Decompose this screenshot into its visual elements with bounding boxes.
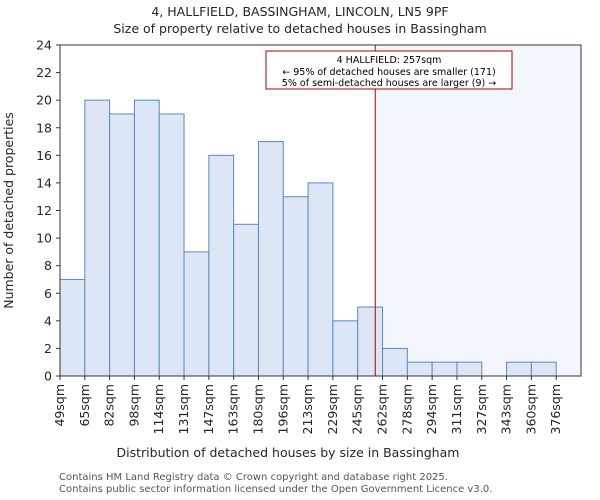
x-tick-label: 82sqm <box>102 384 117 427</box>
x-axis-ticks: 49sqm 65sqm 82sqm 98sqm 114sqm 131sqm 147sqm 16… <box>52 376 563 434</box>
footer-line-2: Contains public sector information licen… <box>59 484 493 495</box>
bar <box>307 182 334 377</box>
bar <box>357 306 384 377</box>
chart-title: 4, HALLFIELD, BASSINGHAM, LINCOLN, LN5 9… <box>151 4 449 19</box>
y-tick-label: 8 <box>44 258 52 273</box>
bar <box>233 223 259 377</box>
y-tick-label: 0 <box>44 369 52 384</box>
y-tick-label: 12 <box>36 203 52 218</box>
y-tick-label: 20 <box>36 93 52 108</box>
x-tick-label: 65sqm <box>77 384 92 427</box>
footer-line-1: Contains HM Land Registry data © Crown c… <box>59 472 448 483</box>
x-tick-label: 180sqm <box>250 384 265 434</box>
bar <box>431 361 458 377</box>
x-tick-label: 360sqm <box>523 384 538 434</box>
bar <box>158 113 185 377</box>
annotation-line-1: 4 HALLFIELD: 257sqm <box>337 55 442 66</box>
x-tick-label: 262sqm <box>375 384 390 434</box>
y-tick-label: 18 <box>36 120 52 135</box>
larger-than-property-region <box>375 45 581 376</box>
y-tick-label: 4 <box>44 313 52 328</box>
y-tick-label: 2 <box>44 341 52 356</box>
x-tick-label: 376sqm <box>548 384 563 434</box>
bar <box>382 347 408 377</box>
x-tick-label: 311sqm <box>449 384 464 434</box>
y-tick-label: 24 <box>36 38 52 53</box>
x-tick-label: 294sqm <box>424 384 439 434</box>
x-tick-label: 245sqm <box>350 384 365 434</box>
x-tick-label: 213sqm <box>300 384 315 434</box>
bar <box>59 278 86 377</box>
annotation-line-3: 5% of semi-detached houses are larger (9… <box>282 78 496 89</box>
bar <box>257 141 284 377</box>
x-tick-label: 327sqm <box>474 384 489 434</box>
bars-group <box>59 99 557 377</box>
x-axis-label: Distribution of detached houses by size … <box>117 445 460 460</box>
y-tick-label: 16 <box>36 148 52 163</box>
x-tick-label: 147sqm <box>201 384 216 434</box>
bar <box>332 320 359 377</box>
y-axis-label: Number of detached properties <box>1 112 16 309</box>
x-tick-label: 278sqm <box>399 384 414 434</box>
bar <box>282 196 309 377</box>
x-tick-label: 114sqm <box>151 384 166 434</box>
y-tick-label: 6 <box>44 286 52 301</box>
chart-subtitle: Size of property relative to detached ho… <box>113 21 487 36</box>
x-tick-label: 196sqm <box>275 384 290 434</box>
bar <box>109 113 135 377</box>
y-tick-label: 14 <box>36 175 52 190</box>
bar <box>406 361 433 377</box>
annotation-border <box>265 50 513 90</box>
x-tick-label: 229sqm <box>325 384 340 434</box>
x-tick-label: 49sqm <box>52 384 67 427</box>
bar <box>456 361 483 377</box>
x-tick-label: 163sqm <box>226 384 241 434</box>
x-tick-label: 131sqm <box>176 384 191 434</box>
y-tick-label: 10 <box>36 231 52 246</box>
x-tick-label: 343sqm <box>499 384 514 434</box>
bar <box>506 361 532 377</box>
x-tick-label: 98sqm <box>126 384 141 427</box>
annotation-box: 4 HALLFIELD: 257sqm ← 95% of detached ho… <box>265 50 513 90</box>
bar <box>530 361 557 377</box>
bar <box>183 251 210 377</box>
y-tick-label: 22 <box>36 65 52 80</box>
bar <box>133 99 160 377</box>
bar <box>84 99 111 377</box>
bar <box>208 154 235 377</box>
annotation-line-2: ← 95% of detached houses are smaller (17… <box>282 67 495 78</box>
